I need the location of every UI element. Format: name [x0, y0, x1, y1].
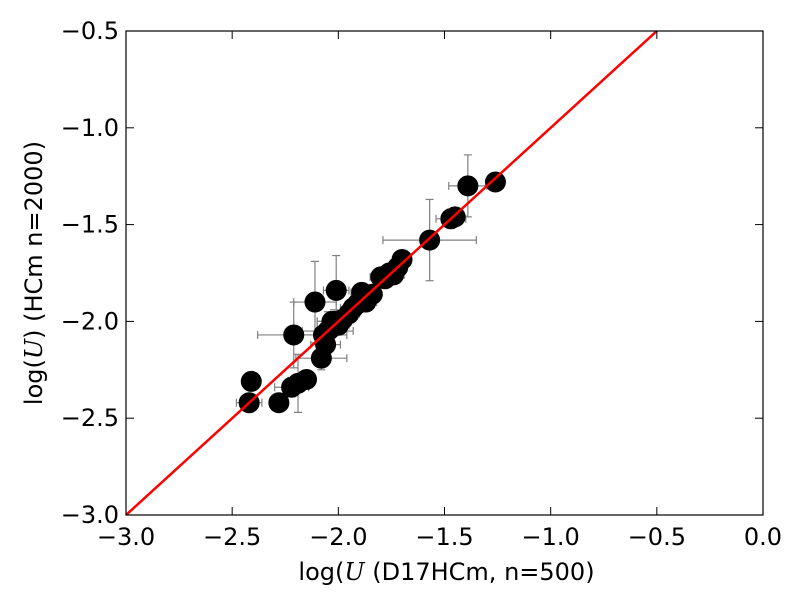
y-axis-label-prefix: log(	[20, 359, 48, 405]
x-tick-label: −1.0	[522, 523, 580, 551]
x-axis-label-prefix: log(	[298, 558, 344, 586]
y-tick-label: −3.0	[61, 501, 119, 529]
x-tick-label: −2.5	[203, 523, 261, 551]
data-point	[304, 291, 326, 313]
data-point	[391, 248, 413, 270]
x-axis-label: log(U (D17HCm, n=500)	[298, 558, 594, 586]
x-tick-label: −2.0	[309, 523, 367, 551]
data-point	[325, 279, 347, 301]
data-point	[240, 370, 262, 392]
y-tick-label: −1.5	[61, 211, 119, 239]
data-point	[484, 171, 506, 193]
y-axis-label-suffix: ) (HCm n=2000)	[20, 141, 48, 339]
y-tick-label: −2.0	[61, 307, 119, 335]
y-tick-label: −2.5	[61, 404, 119, 432]
data-point	[268, 392, 290, 414]
y-axis-label: log(U) (HCm n=2000)	[20, 141, 48, 405]
plot-background	[126, 31, 763, 515]
x-tick-label: 0.0	[744, 523, 782, 551]
x-axis-label-var: U	[344, 558, 365, 586]
x-tick-label: −1.5	[415, 523, 473, 551]
data-point	[457, 175, 479, 197]
x-axis-ticks: −3.0 −2.5 −2.0 −1.5 −1.0 −0.5 0.0	[97, 31, 782, 551]
y-tick-label: −0.5	[61, 17, 119, 45]
y-tick-label: −1.0	[61, 114, 119, 142]
plot-area	[125, 30, 764, 516]
data-point	[283, 324, 305, 346]
y-axis-label-var: U	[20, 338, 48, 359]
x-axis-label-suffix: (D17HCm, n=500)	[365, 558, 595, 586]
x-tick-label: −0.5	[628, 523, 686, 551]
y-axis-ticks: −3.0 −2.5 −2.0 −1.5 −1.0 −0.5	[61, 17, 763, 529]
data-point	[361, 283, 383, 305]
fit-line	[126, 31, 658, 515]
data-point	[295, 368, 317, 390]
x-tick-label: −3.0	[97, 523, 155, 551]
